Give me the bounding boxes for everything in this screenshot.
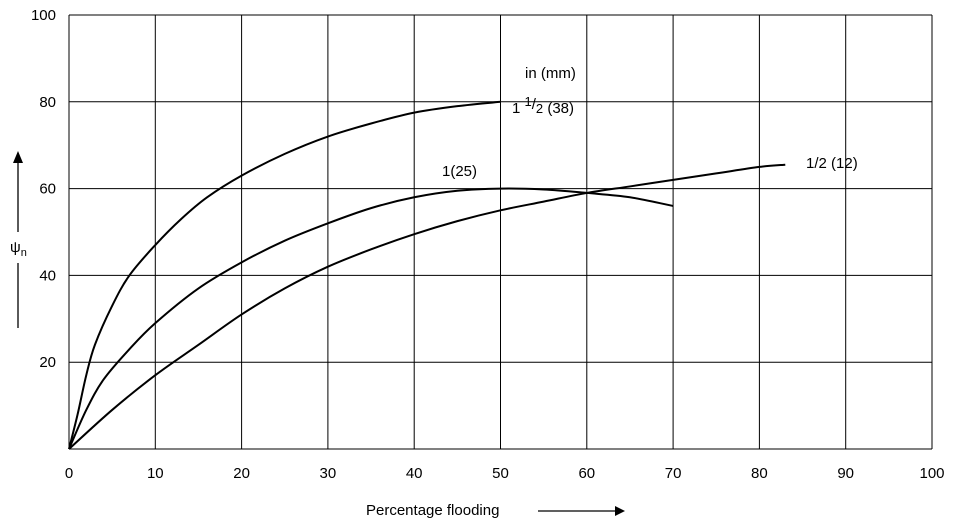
x-tick-label: 50 (492, 465, 509, 482)
y-tick-label: 80 (39, 94, 56, 111)
y-tick-label: 100 (31, 7, 56, 24)
x-tick-label: 80 (751, 465, 768, 482)
y-tick-label: 40 (39, 267, 56, 284)
x-tick-label: 20 (233, 465, 250, 482)
x-axis-arrow (538, 506, 625, 516)
y-axis-label: ψn (10, 239, 27, 259)
series-line-1 (68, 187, 674, 450)
series-labels: 1 1/2 (38) 1(25) 1/2 (12) (442, 94, 858, 180)
y-tick-label: 20 (39, 354, 56, 371)
grid (68, 14, 933, 450)
x-tick-label: 0 (65, 465, 73, 482)
x-tick-label: 90 (837, 465, 854, 482)
x-tick-label: 10 (147, 465, 164, 482)
y-tick-label: 60 (39, 181, 56, 198)
x-tick-label: 70 (665, 465, 682, 482)
series-label: 1 1/2 (38) (512, 94, 574, 117)
series-lines (68, 100, 786, 450)
series-line-0 (68, 100, 501, 450)
tick-labels: 0 10 20 30 40 50 60 70 80 90 100 20 40 60 80 100 (31, 7, 945, 482)
series-label: 1(25) (442, 163, 477, 180)
y-axis-arrow (13, 151, 23, 328)
x-tick-label: 30 (320, 465, 337, 482)
x-tick-label: 60 (578, 465, 595, 482)
x-tick-label: 100 (919, 465, 944, 482)
series-line-2 (68, 163, 786, 450)
x-axis-label: Percentage flooding (366, 502, 499, 519)
x-tick-label: 40 (406, 465, 423, 482)
series-label: 1/2 (12) (806, 155, 858, 172)
units-note: in (mm) (525, 65, 576, 82)
